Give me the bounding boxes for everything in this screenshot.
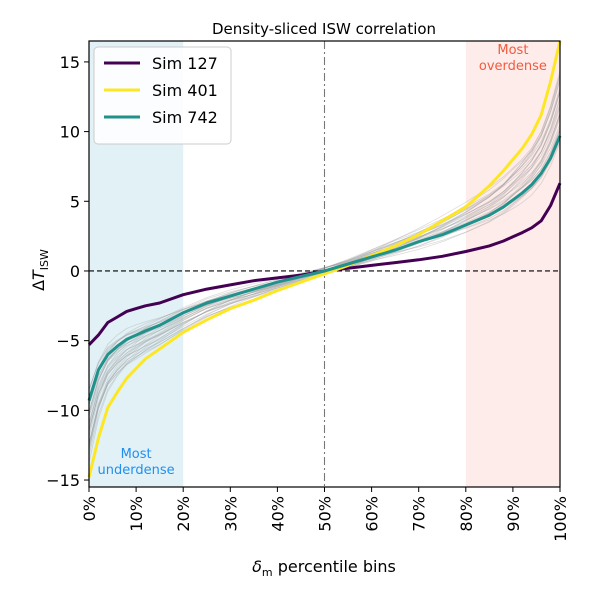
annotation-overdense-line: overdense xyxy=(479,59,547,74)
y-axis-label-subscript: ISW xyxy=(38,249,51,270)
legend-label: Sim 127 xyxy=(152,54,218,73)
x-tick-label: 30% xyxy=(221,496,240,532)
annotation-overdense-line: Most xyxy=(497,43,528,58)
x-tick-label: 40% xyxy=(268,496,287,532)
x-tick-label: 10% xyxy=(127,496,146,532)
x-tick-label: 90% xyxy=(504,496,523,532)
y-tick-label: −5 xyxy=(56,332,80,351)
chart-title: Density-sliced ISW correlation xyxy=(212,20,436,38)
x-tick-label: 50% xyxy=(316,496,335,532)
legend-label: Sim 742 xyxy=(152,108,218,127)
annotation-underdense-line: underdense xyxy=(98,463,175,478)
y-tick-label: 10 xyxy=(60,123,80,142)
y-tick-label: 0 xyxy=(70,262,80,281)
annotation-underdense-line: Most xyxy=(121,447,152,462)
series-lines xyxy=(87,40,562,478)
x-tick-label: 70% xyxy=(410,496,429,532)
y-tick-label: −15 xyxy=(46,471,80,490)
x-axis-label: δm percentile bins xyxy=(252,557,396,579)
y-tick-label: −10 xyxy=(46,401,80,420)
y-tick-label: 15 xyxy=(60,53,80,72)
legend: Sim 127 Sim 401 Sim 742 xyxy=(93,46,232,145)
x-tick-label: 20% xyxy=(174,496,193,532)
x-axis-label-symbol: δ xyxy=(252,557,262,576)
x-axis-label-text: percentile bins xyxy=(273,557,396,576)
y-axis-label-variable: T xyxy=(29,269,48,280)
x-tick-label: 100% xyxy=(551,496,570,542)
y-axis-label: ΔTISW xyxy=(29,249,51,291)
series-line-sim-742 xyxy=(87,135,562,402)
annotation-overdense: Most overdense xyxy=(479,43,547,74)
y-tick-label: 5 xyxy=(70,192,80,211)
x-tick-label: 60% xyxy=(363,496,382,532)
annotation-underdense: Most underdense xyxy=(98,447,175,478)
shaded-region-overdense xyxy=(465,41,560,487)
x-axis-label-subscript: m xyxy=(262,566,273,579)
legend-label: Sim 401 xyxy=(152,81,218,100)
x-tick-label: 0% xyxy=(80,496,99,521)
legend-box xyxy=(93,46,232,145)
axes: −15 −10 −5 0 5 10 15 0% 10% 20% 30% 40% 50% 60% 70% 80%… xyxy=(46,53,570,542)
series-line-sim-401 xyxy=(87,40,562,478)
x-tick-label: 80% xyxy=(457,496,476,532)
y-axis-label-prefix: Δ xyxy=(29,280,48,291)
